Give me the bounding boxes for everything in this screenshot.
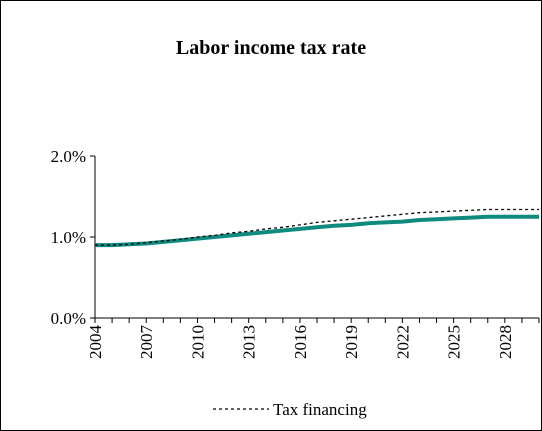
axes: 0.0% 1.0% 2.0% 2004 2007 2010 2013 2016 2019 2022… <box>51 147 540 360</box>
x-tick-label: 2022 <box>393 325 412 359</box>
y-tick-label: 0.0% <box>51 309 86 328</box>
series-line-tax-financing <box>95 208 539 246</box>
x-tick-label: 2007 <box>137 325 156 360</box>
y-tick-label: 2.0% <box>51 147 86 166</box>
x-tick-label: 2019 <box>342 325 361 359</box>
x-tick-label: 2010 <box>188 325 207 359</box>
x-tick-label: 2004 <box>86 325 105 360</box>
legend-label: Tax financing <box>273 400 367 419</box>
x-tick-label: 2025 <box>445 325 464 359</box>
x-tick-label: 2028 <box>496 325 515 359</box>
x-tick-label: 2016 <box>291 325 310 359</box>
y-tick-label: 1.0% <box>51 228 86 247</box>
series-line-baseline <box>95 214 539 248</box>
series-layer <box>95 208 539 248</box>
legend: Tax financing <box>213 400 367 419</box>
x-tick-label: 2013 <box>240 325 259 359</box>
chart-title: Labor income tax rate <box>176 37 366 59</box>
